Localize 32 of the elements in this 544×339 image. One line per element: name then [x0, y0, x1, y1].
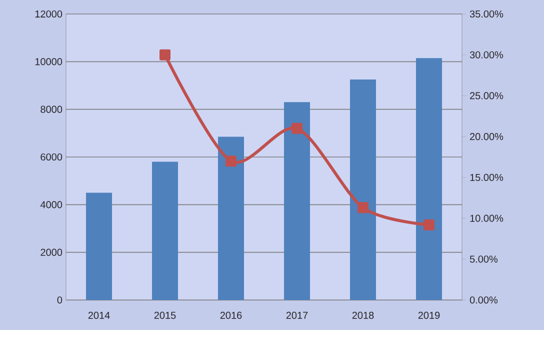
y2-tick-label: 15.00% — [470, 174, 504, 182]
y-tick-label: 0 — [57, 296, 62, 304]
y2-tick-label: 0.00% — [470, 296, 498, 304]
x-tick-label: 2015 — [154, 312, 176, 319]
y2-tick-label: 10.00% — [470, 214, 504, 222]
x-tick-label: 2019 — [418, 312, 440, 319]
x-tick-label: 2014 — [88, 312, 110, 319]
y-tick-label: 4000 — [40, 201, 62, 208]
y2-tick-label: 5.00% — [470, 256, 498, 263]
point — [160, 49, 171, 60]
y-tick-label: 10000 — [35, 58, 62, 66]
point — [358, 202, 368, 214]
point — [226, 156, 237, 167]
bar — [416, 58, 442, 300]
y2-tick-label: 20.00% — [470, 133, 504, 140]
bar — [86, 192, 112, 300]
x-tick-label: 2016 — [220, 312, 242, 319]
y2-tick-label: 25.00% — [470, 92, 504, 100]
bar — [218, 136, 244, 300]
bar — [284, 102, 310, 300]
y-tick-label: 2000 — [40, 248, 62, 256]
x-tick-label: 2017 — [286, 312, 308, 319]
x-tick-label: 2018 — [352, 312, 374, 319]
point — [292, 122, 302, 134]
y2-tick-label: 35.00% — [470, 10, 504, 18]
y-tick-label: 12000 — [35, 10, 62, 18]
point — [424, 219, 434, 230]
bar — [152, 162, 178, 300]
bar — [350, 80, 376, 300]
y-tick-label: 6000 — [40, 154, 62, 161]
y2-tick-label: 30.00% — [470, 51, 504, 58]
y-tick-label: 8000 — [40, 106, 62, 113]
